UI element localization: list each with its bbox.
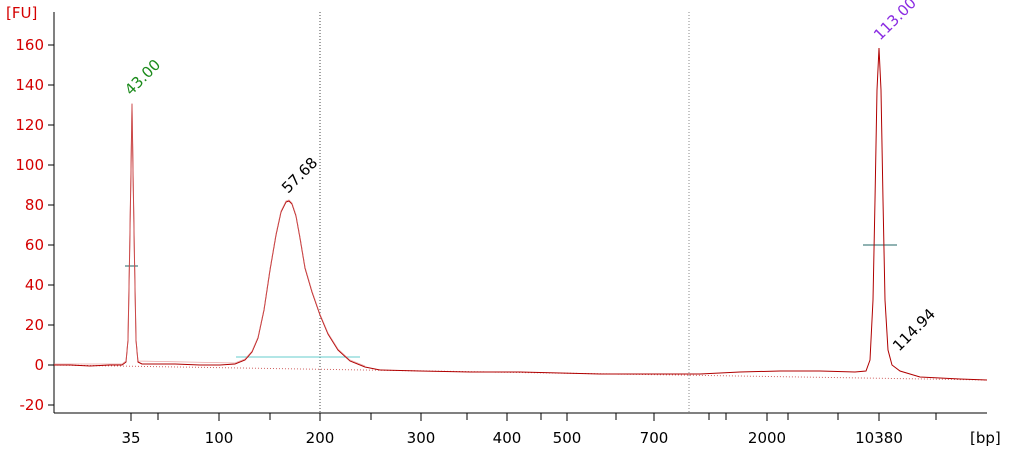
y-tick-label: 80: [25, 196, 44, 214]
peak-label-4: 114.94: [889, 305, 939, 355]
peak-label-1: 43.00: [121, 56, 164, 99]
x-tick-label: 200: [306, 429, 335, 447]
y-unit-label: [FU]: [6, 4, 37, 22]
x-tick-label: 400: [493, 429, 522, 447]
x-tick-label: 10380: [855, 429, 903, 447]
y-tick-label: 120: [15, 116, 44, 134]
y-tick-label: 20: [25, 316, 44, 334]
x-unit-label: [bp]: [970, 429, 1001, 447]
x-tick-label: 35: [121, 429, 140, 447]
y-tick-label: 160: [15, 36, 44, 54]
baseline: [53, 364, 988, 381]
trace-shadow: [54, 102, 366, 367]
y-tick-label: 100: [15, 156, 44, 174]
peak-label-3: 113.00: [870, 0, 920, 44]
y-tick-label: 0: [34, 356, 44, 374]
x-tick-label: 700: [640, 429, 669, 447]
peak-label-2: 57.68: [278, 154, 321, 197]
y-tick-label: -20: [20, 396, 45, 414]
x-tick-label: 500: [553, 429, 582, 447]
x-tick-label: 300: [407, 429, 436, 447]
x-tick-label: 2000: [748, 429, 786, 447]
x-ticks: 35 100 200 300 400 500 700 2000 10380: [121, 413, 937, 447]
y-tick-label: 140: [15, 76, 44, 94]
y-ticks: -20 0 20 40 60 80 100 120 140 160: [15, 36, 54, 414]
x-tick-label: 100: [205, 429, 234, 447]
y-tick-label: 40: [25, 276, 44, 294]
trace-line: [54, 47, 988, 381]
y-tick-label: 60: [25, 236, 44, 254]
